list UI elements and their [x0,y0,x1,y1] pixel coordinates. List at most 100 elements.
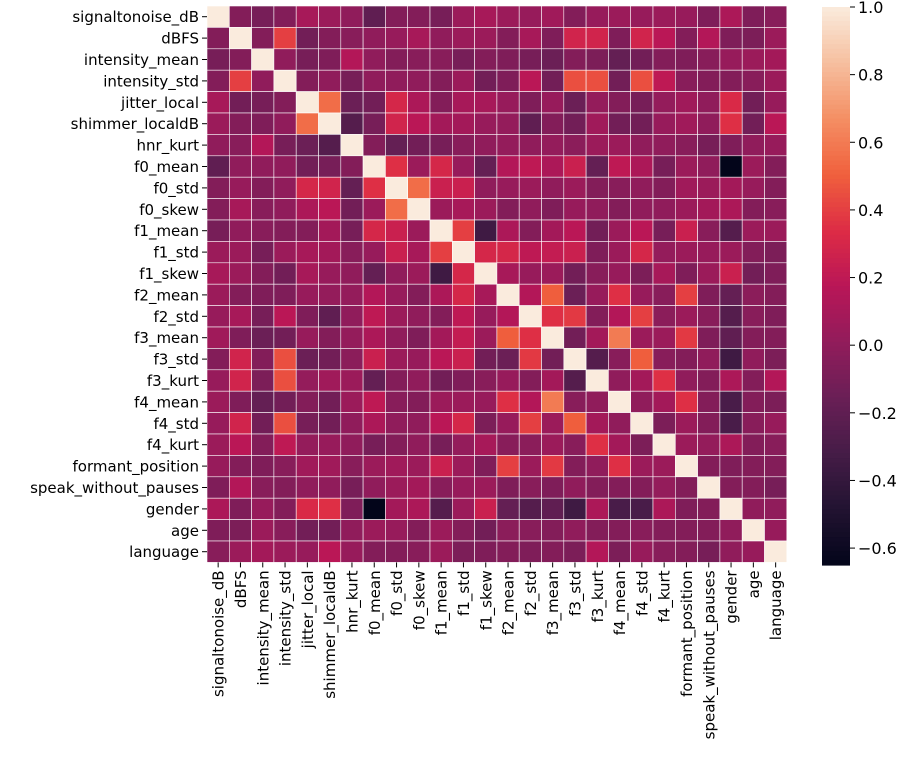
heatmap-cell [407,283,431,306]
heatmap-cell [451,497,475,520]
heatmap-cell [362,155,386,178]
heatmap-cell [541,433,565,456]
heatmap-cell [229,262,252,285]
heatmap-cell [719,176,743,199]
heatmap-cell [295,134,319,157]
heatmap-cell [229,91,252,114]
colorbar-segment [822,272,850,278]
heatmap-cell [318,48,342,71]
heatmap-cell [741,176,765,199]
heatmap-cell [451,48,475,71]
heatmap-cell [652,27,676,50]
heatmap-cell [407,69,431,92]
colorbar-tick-label: −0.6 [858,539,897,558]
heatmap-cell [295,48,319,71]
heatmap-cell [496,326,520,349]
heatmap-cell [407,348,431,371]
heatmap-cell [674,176,698,199]
heatmap-cell [206,390,230,413]
heatmap-cell [429,262,453,285]
heatmap-cell [429,219,453,242]
heatmap-cell [451,476,475,499]
heatmap-cell [630,69,654,92]
heatmap-cell [764,219,788,242]
heatmap-cell [340,283,364,306]
heatmap-cell [741,283,765,306]
heatmap-cell [273,412,297,435]
x-tick-label: f4_kurt [656,570,675,622]
heatmap-cell [206,369,230,392]
heatmap-cell [429,305,453,328]
heatmap-cell [251,27,275,50]
x-tick-label: shimmer_localdB [321,570,340,698]
heatmap-cell [563,134,587,157]
heatmap-cell [318,305,342,328]
heatmap-cell [674,134,698,157]
heatmap-cell [585,476,609,499]
heatmap-cell [764,262,788,285]
colorbar-segment [822,169,850,175]
heatmap-cell [251,69,275,92]
heatmap-cell [541,262,565,285]
colorbar-segment [822,137,850,143]
heatmap-cell [295,348,319,371]
heatmap-cell [541,48,565,71]
heatmap-cell [407,5,431,28]
heatmap-cell [451,305,475,328]
heatmap-cell [541,27,565,50]
heatmap-cell [764,69,788,92]
heatmap-cell [697,69,721,92]
heatmap-cell [585,48,609,71]
heatmap-cell [719,455,743,478]
heatmap-cell [563,519,587,542]
heatmap-cell [340,433,364,456]
heatmap-cell [585,305,609,328]
y-tick-label: f2_std [153,308,199,327]
heatmap-cell [340,262,364,285]
heatmap-cell [251,219,275,242]
heatmap-cell [563,241,587,264]
colorbar-segment [822,434,850,441]
heatmap-cell [340,519,364,542]
colorbar-segment [822,397,850,403]
colorbar-segment [822,141,850,148]
heatmap-cell [295,283,319,306]
heatmap-cell [362,497,386,520]
heatmap-cell [496,241,520,264]
heatmap-cell [429,27,453,50]
heatmap-cell [474,27,498,50]
colorbar: 1.0 0.8 0.6 0.4 0.2 0.0 −0.2 −0.4 −0.6 [822,0,897,566]
colorbar-segment [822,132,850,138]
heatmap-cell [518,112,542,135]
heatmap-cell [674,326,698,349]
heatmap-cell [585,219,609,242]
heatmap-cell [563,5,587,28]
heatmap-cell [697,476,721,499]
colorbar-segment [822,174,850,180]
heatmap-cell [719,112,743,135]
heatmap-cell [608,155,632,178]
heatmap-cell [295,112,319,135]
heatmap-cell [340,155,364,178]
heatmap-cell [407,497,431,520]
heatmap-cell [474,348,498,371]
heatmap-cell [251,91,275,114]
heatmap-cell [451,433,475,456]
heatmap-cell [206,5,230,28]
colorbar-tick-label: 0.0 [858,336,883,355]
heatmap-cell [764,91,788,114]
heatmap-cell [251,433,275,456]
heatmap-cell [518,27,542,50]
heatmap-cell [630,112,654,135]
heatmap-cell [295,155,319,178]
heatmap-cell [630,326,654,349]
heatmap-cell [741,27,765,50]
heatmap-cell [362,27,386,50]
heatmap-cell [318,155,342,178]
heatmap-cell [429,112,453,135]
heatmap-cell [719,5,743,28]
heatmap-cell [674,497,698,520]
heatmap-cell [206,476,230,499]
heatmap-cell [541,540,565,563]
heatmap-cell [652,305,676,328]
